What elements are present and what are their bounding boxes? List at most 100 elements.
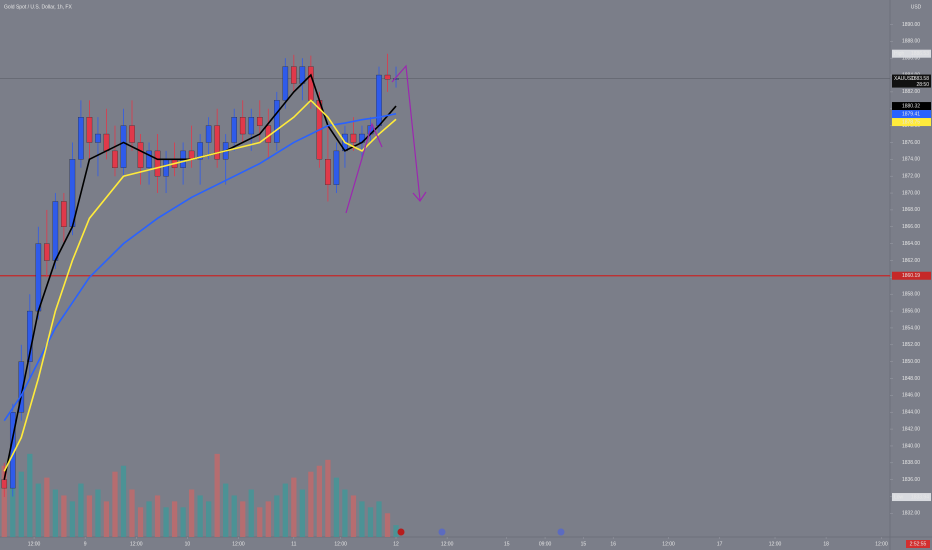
price-box [892, 102, 931, 111]
candle-body [214, 125, 220, 160]
x-tick-label: 10 [185, 541, 191, 547]
volume-bar [274, 495, 280, 537]
volume-bar [316, 465, 323, 537]
volume-bar [86, 495, 93, 537]
candle-body [197, 142, 203, 160]
volume-bar [299, 489, 305, 537]
price-box-label: High [894, 51, 905, 57]
volume-bar [137, 507, 144, 537]
volume-bar [171, 501, 178, 537]
volume-bar [197, 495, 203, 537]
volume-bar [129, 489, 135, 537]
volume-bar [291, 477, 297, 537]
volume-bar [163, 507, 169, 537]
volume-bar [342, 489, 348, 537]
volume-bar [44, 477, 50, 537]
candle-body [44, 243, 50, 261]
volume-bar [120, 465, 127, 537]
x-tick-label: 12:00 [232, 541, 245, 547]
candle-body [393, 78, 399, 80]
candle-body [205, 125, 212, 143]
moving-average [3, 112, 397, 422]
price-box-label: Low [894, 494, 904, 500]
price-box [892, 74, 931, 88]
y-tick-label: 1862.00 [902, 258, 920, 264]
candle-body [239, 117, 246, 135]
event-icon[interactable] [397, 528, 405, 536]
y-tick-label: 1874.00 [902, 157, 920, 163]
volume-bar [27, 453, 33, 537]
price-box-label: XAUUSD [894, 76, 915, 82]
volume-bar [384, 513, 391, 537]
countdown: 28:50 [916, 82, 929, 88]
candle-body [350, 133, 357, 143]
y-tick-label: 1856.00 [902, 308, 920, 314]
x-tick-label: 12:00 [334, 541, 347, 547]
x-tick-label: 16 [610, 541, 616, 547]
price-box [892, 271, 931, 280]
candle-body [291, 66, 297, 84]
price-box-value: 1879.41 [902, 111, 920, 117]
price-box-value: 1833.94 [911, 494, 929, 500]
x-tick-label: 12:00 [441, 541, 454, 547]
price-box-value: 1883.58 [911, 76, 929, 82]
volume-bar [95, 489, 101, 537]
y-tick-label: 1832.00 [902, 511, 920, 517]
volume-bar [61, 495, 67, 537]
volume-bar [103, 501, 110, 537]
x-tick-label: 15 [504, 541, 510, 547]
candle-body [256, 117, 263, 126]
y-tick-label: 1838.00 [902, 460, 920, 466]
y-tick-label: 1844.00 [902, 410, 920, 416]
y-tick-label: 1866.00 [902, 224, 920, 230]
price-box-value: 1880.32 [902, 103, 920, 109]
volume-bar [154, 495, 161, 537]
volume-bar [265, 501, 271, 537]
candle-body [248, 117, 255, 135]
y-tick-label: 1846.00 [902, 393, 920, 399]
x-tick-label: 09:00 [539, 541, 552, 547]
candle-body [333, 150, 340, 185]
volume-bar [248, 489, 254, 537]
candle-body [325, 159, 331, 185]
volume-bar [325, 459, 331, 537]
candle-body [103, 133, 110, 152]
y-tick-label: 1842.00 [902, 426, 920, 432]
volume-bar [112, 471, 118, 537]
price-box-value: 1860.19 [902, 273, 920, 279]
y-tick-label: 1886.00 [902, 55, 920, 61]
drawing-arrowhead [412, 191, 427, 202]
volume-bar [180, 507, 186, 537]
volume-bar [350, 495, 357, 537]
x-tick-label: 9 [84, 541, 87, 547]
volume-bar [333, 477, 340, 537]
y-tick-label: 1854.00 [902, 325, 920, 331]
drawing-zigzag [345, 122, 383, 214]
y-tick-label: 1870.00 [902, 190, 920, 196]
volume-bar [18, 471, 24, 537]
y-tick-label: 1868.00 [902, 207, 920, 213]
volume-bar [231, 495, 237, 537]
volume-bar [257, 507, 263, 537]
event-icon[interactable] [557, 528, 565, 536]
x-tick-label: 11 [291, 541, 296, 547]
candle-body [35, 243, 42, 312]
x-tick-label: 12 [393, 541, 399, 547]
y-tick-label: 1882.00 [902, 89, 920, 95]
candle-body [78, 117, 84, 160]
candle-body [18, 361, 25, 413]
price-box-value: 1886.53 [911, 51, 929, 57]
candle-body [86, 117, 93, 143]
volume-bar [188, 489, 195, 537]
price-box [892, 118, 931, 127]
candle-body [1, 479, 8, 489]
candle-body [163, 159, 169, 177]
volume-bar [359, 501, 365, 537]
event-icon[interactable] [438, 528, 446, 536]
currency-label: USD [911, 4, 922, 10]
candle-body [231, 117, 238, 143]
candle-body [61, 201, 67, 227]
volume-bar [206, 501, 212, 537]
